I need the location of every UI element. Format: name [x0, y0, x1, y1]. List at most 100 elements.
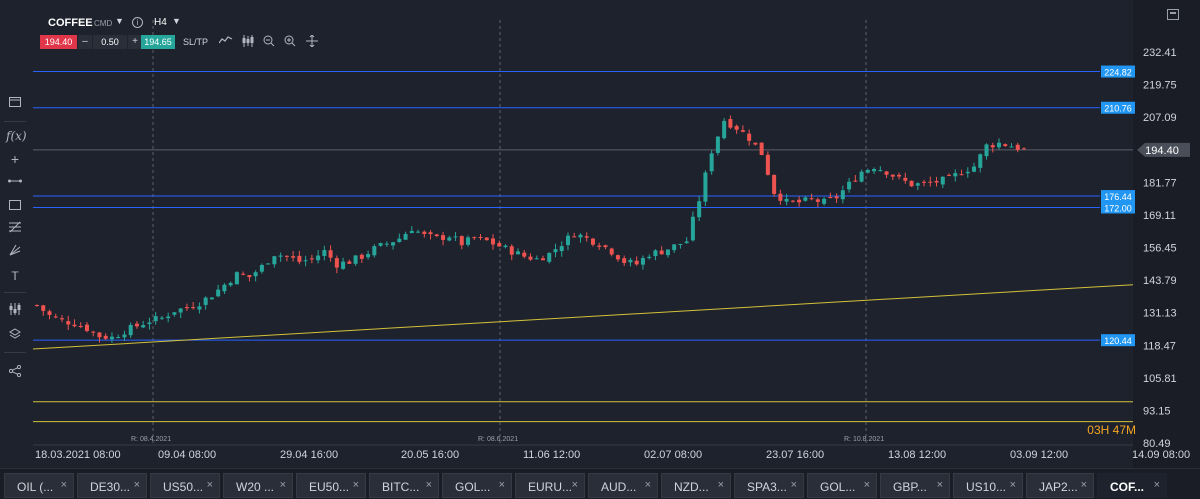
candle: [953, 173, 958, 177]
instrument-tab[interactable]: BITC... ×: [369, 473, 439, 498]
candle: [690, 216, 695, 241]
close-icon[interactable]: ×: [352, 479, 359, 491]
symbol-dropdown-icon[interactable]: ▼: [115, 16, 124, 26]
close-icon[interactable]: ×: [133, 479, 140, 491]
candle: [97, 332, 102, 338]
layout-icon[interactable]: [6, 95, 24, 111]
close-icon[interactable]: ×: [863, 479, 870, 491]
sltp-button[interactable]: SL/TP: [183, 37, 209, 47]
quantity-input[interactable]: [93, 35, 127, 49]
pitchfork-icon[interactable]: [6, 244, 24, 260]
share-icon[interactable]: [6, 364, 24, 381]
instrument-tab[interactable]: COF... ×: [1097, 473, 1167, 498]
layers-icon[interactable]: [6, 328, 24, 344]
candle: [603, 245, 608, 248]
tab-label: GOL...: [455, 480, 491, 494]
instrument-tab[interactable]: SPA3... ×: [734, 473, 804, 498]
candle-countdown: 03H 47M: [1087, 423, 1136, 437]
candle: [628, 259, 633, 263]
tab-label: SPA3...: [747, 480, 787, 494]
candle: [35, 305, 39, 307]
info-icon[interactable]: i: [132, 17, 143, 28]
maximize-icon[interactable]: [1167, 9, 1179, 20]
indicators-icon[interactable]: [6, 303, 24, 319]
instrument-tab[interactable]: AUD... ×: [588, 473, 658, 498]
instrument-tab[interactable]: US10... ×: [953, 473, 1023, 498]
candle: [534, 258, 539, 260]
close-icon[interactable]: ×: [60, 479, 67, 491]
close-icon[interactable]: ×: [1009, 479, 1016, 491]
instrument-tab[interactable]: DE30... ×: [77, 473, 147, 498]
quantity-decrease-button[interactable]: –: [78, 35, 92, 49]
fibonacci-icon[interactable]: [6, 221, 24, 237]
zoom-out-icon[interactable]: [261, 35, 277, 49]
zoom-in-icon[interactable]: [282, 35, 298, 49]
tab-label: DE30...: [90, 480, 131, 494]
instrument-tab[interactable]: NZD... ×: [661, 473, 731, 498]
close-icon[interactable]: ×: [571, 479, 578, 491]
candle: [809, 198, 814, 200]
function-icon[interactable]: f(x): [6, 129, 27, 143]
candle: [865, 169, 870, 173]
candle: [172, 312, 177, 315]
candle: [790, 200, 795, 202]
instrument-type: CMD: [94, 19, 113, 28]
close-icon[interactable]: ×: [1153, 479, 1160, 491]
candle: [291, 256, 296, 258]
rectangle-icon[interactable]: [6, 198, 24, 214]
candle: [347, 261, 352, 264]
candle: [528, 256, 533, 260]
sell-button[interactable]: 194.40: [40, 35, 77, 49]
y-tick-label: 169.11: [1143, 210, 1176, 222]
x-tick-label: 11.06 12:00: [523, 449, 580, 461]
candle: [378, 243, 383, 246]
close-icon[interactable]: ×: [425, 479, 432, 491]
candles-icon[interactable]: [240, 35, 256, 49]
instrument-tab[interactable]: W20 ... ×: [223, 473, 293, 498]
instrument-tab[interactable]: OIL (... ×: [4, 473, 74, 498]
crosshair-icon[interactable]: +: [10, 151, 20, 167]
trend-line-icon[interactable]: [6, 174, 24, 190]
level-price-label: 120.44: [1104, 336, 1132, 346]
candle: [128, 324, 133, 336]
instrument-tab[interactable]: GOL... ×: [807, 473, 877, 498]
candle: [622, 258, 627, 263]
instrument-tab[interactable]: JAP2... ×: [1026, 473, 1094, 498]
price-axis: [1133, 0, 1200, 468]
candle: [266, 263, 271, 265]
candle: [497, 243, 502, 247]
timeframe-dropdown-icon[interactable]: ▼: [172, 16, 181, 26]
close-icon[interactable]: ×: [206, 479, 213, 491]
close-icon[interactable]: ×: [498, 479, 505, 491]
instrument-tab[interactable]: GOL... ×: [442, 473, 512, 498]
candle: [484, 237, 489, 241]
close-icon[interactable]: ×: [279, 479, 286, 491]
candle: [422, 231, 427, 234]
close-icon[interactable]: ×: [1080, 479, 1087, 491]
instrument-tab[interactable]: GBP... ×: [880, 473, 950, 498]
quantity-increase-button[interactable]: +: [128, 35, 142, 49]
candle: [366, 254, 371, 258]
candle: [147, 322, 152, 325]
instrument-tab[interactable]: EU50... ×: [296, 473, 366, 498]
instrument-tab[interactable]: US50... ×: [150, 473, 220, 498]
instrument-tab[interactable]: EURU... ×: [515, 473, 585, 498]
candle: [47, 311, 52, 315]
close-icon[interactable]: ×: [644, 479, 651, 491]
buy-button[interactable]: 194.65: [141, 35, 175, 49]
close-icon[interactable]: ×: [717, 479, 724, 491]
candle: [209, 297, 214, 300]
close-icon[interactable]: ×: [790, 479, 797, 491]
timeframe-label[interactable]: H4: [154, 17, 167, 28]
candle: [384, 243, 389, 245]
close-icon[interactable]: ×: [936, 479, 943, 491]
candle: [709, 153, 714, 172]
text-icon[interactable]: T: [11, 269, 19, 283]
candle: [234, 272, 239, 285]
chart-type-icon[interactable]: [218, 35, 234, 49]
move-icon[interactable]: [304, 34, 320, 49]
price-chart[interactable]: 232.41 219.75 207.09 194.40 181.77 169.11 156.…: [0, 0, 1200, 468]
symbol-name[interactable]: COFFEE: [48, 17, 93, 29]
candle: [453, 236, 458, 238]
trend-line[interactable]: [32, 284, 1134, 350]
